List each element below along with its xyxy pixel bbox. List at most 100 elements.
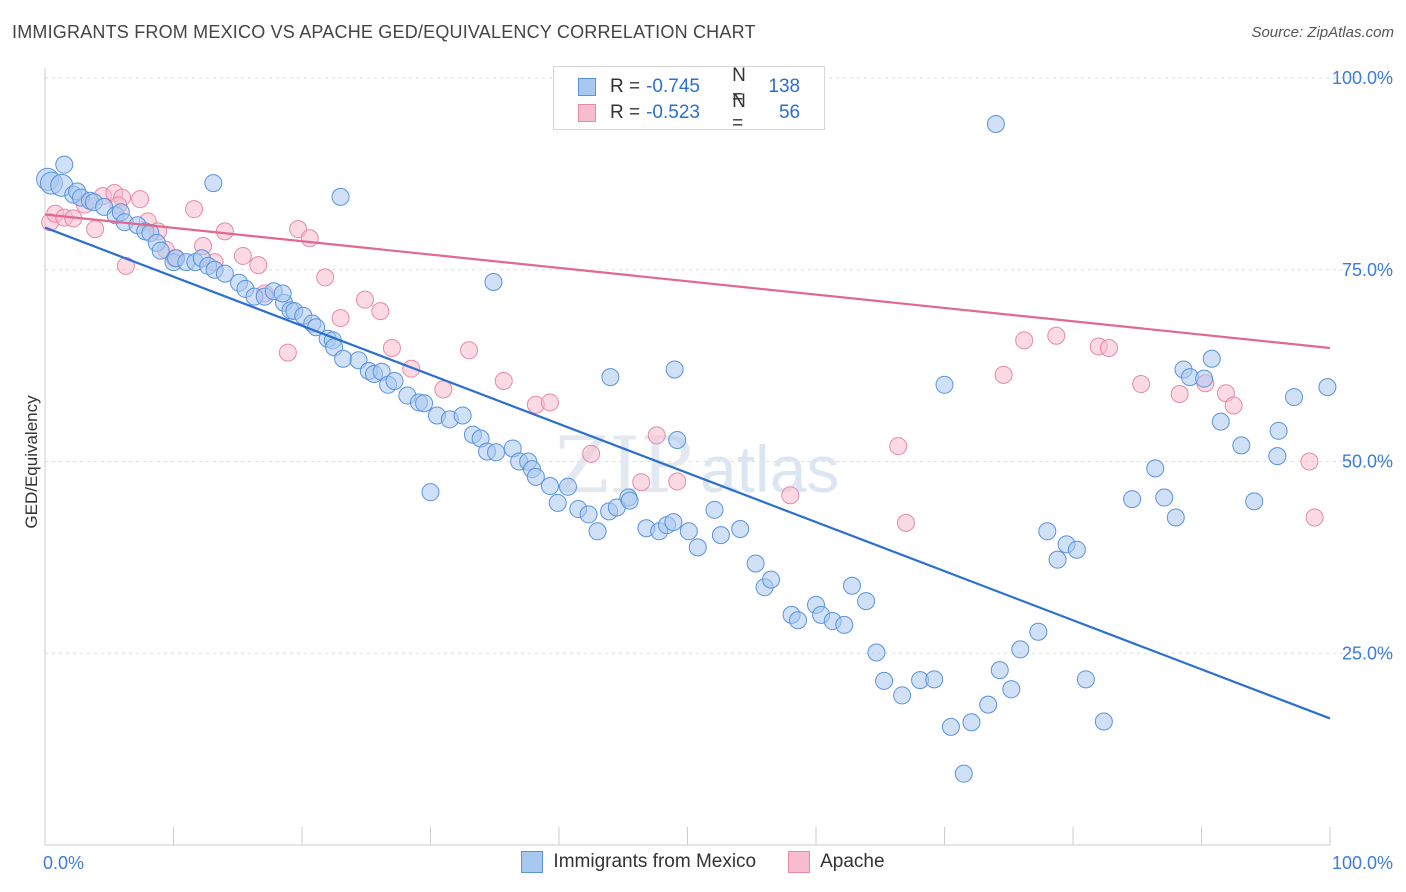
mexico-point <box>668 431 687 450</box>
n-label: N = <box>732 91 746 134</box>
mexico-point <box>1011 640 1030 659</box>
apache-point <box>215 222 234 241</box>
apache-point <box>541 393 560 412</box>
mexico-point <box>484 273 503 292</box>
stats-legend: R = -0.745 N = 138 R = -0.523 N = 56 <box>553 65 825 134</box>
mexico-point <box>925 670 944 689</box>
mexico-point <box>1029 622 1048 641</box>
mexico-point <box>541 477 560 496</box>
mexico-point <box>151 241 170 260</box>
r-value: -0.745 <box>646 76 700 97</box>
axes <box>44 68 1331 846</box>
mexico-point <box>1245 492 1264 511</box>
mexico-point <box>842 576 861 595</box>
stats-row-mexico: R = -0.745 N = 138 <box>578 65 801 108</box>
series-legend: Immigrants from Mexico Apache <box>0 851 1406 873</box>
apache-point <box>249 256 268 275</box>
mexico-point <box>935 375 954 394</box>
apache-point <box>402 359 421 378</box>
grid <box>45 77 1392 654</box>
mexico-point <box>1268 447 1287 466</box>
apache-point <box>896 513 915 532</box>
mexico-point <box>746 554 765 573</box>
mexico-points <box>36 115 1337 783</box>
apache-point <box>131 190 150 209</box>
mexico-point <box>487 443 506 462</box>
n-value: 56 <box>778 102 801 123</box>
mexico-point <box>875 671 894 690</box>
mexico-point <box>941 717 960 736</box>
n-label: N = <box>732 65 746 108</box>
mexico-point <box>55 155 74 174</box>
apache-point <box>582 444 601 463</box>
legend-label: Immigrants from Mexico <box>553 851 757 872</box>
mexico-point <box>979 695 998 714</box>
legend-item-apache[interactable]: Apache <box>788 851 885 873</box>
mexico-swatch <box>578 78 596 96</box>
apache-point <box>494 371 513 390</box>
x-tick-label: 100.0% <box>1332 853 1393 873</box>
mexico-point <box>1146 459 1165 478</box>
apache-point <box>1300 452 1319 471</box>
n-value: 138 <box>768 76 801 97</box>
r-value: -0.523 <box>646 102 700 123</box>
mexico-trend-line <box>44 226 1331 720</box>
mexico-point <box>334 349 353 368</box>
apache-point <box>668 472 687 491</box>
mexico-point <box>789 611 808 630</box>
r-label: R = <box>610 102 641 123</box>
mexico-point <box>679 522 698 541</box>
apache-point <box>632 473 651 492</box>
trend-lines <box>44 213 1331 720</box>
y-tick-label: 75.0% <box>1342 260 1393 280</box>
mexico-point <box>1166 508 1185 527</box>
r-label: R = <box>610 76 641 97</box>
apache-point <box>781 486 800 505</box>
mexico-point <box>731 519 750 538</box>
apache-point <box>86 220 105 239</box>
tick-labels: 25.0% 50.0% 75.0% 100.0% 0.0% 100.0% <box>43 68 1393 873</box>
mexico-point <box>954 764 973 783</box>
apache-point <box>300 229 319 248</box>
mexico-point <box>1094 712 1113 731</box>
apache-point <box>460 341 479 360</box>
mexico-point <box>1285 388 1304 407</box>
apache-swatch <box>578 104 596 122</box>
mexico-point <box>1076 670 1095 689</box>
mexico-point <box>893 686 912 705</box>
apache-point <box>434 380 453 399</box>
apache-point <box>331 309 350 328</box>
legend-item-mexico[interactable]: Immigrants from Mexico <box>521 851 756 873</box>
mexico-point <box>1202 349 1221 368</box>
mexico-point <box>331 187 350 206</box>
mexico-point <box>688 538 707 557</box>
mexico-point <box>665 360 684 379</box>
chart-title: IMMIGRANTS FROM MEXICO VS APACHE GED/EQU… <box>12 22 756 42</box>
apache-point <box>647 426 666 445</box>
mexico-point <box>1318 378 1337 397</box>
mexico-legend-swatch <box>521 851 544 873</box>
mexico-point <box>857 592 876 611</box>
mexico-point <box>385 371 404 390</box>
mexico-point <box>762 570 781 589</box>
apache-point <box>1047 326 1066 345</box>
mexico-point <box>1048 550 1067 569</box>
mexico-point <box>453 406 472 425</box>
y-tick-label: 50.0% <box>1342 452 1393 472</box>
apache-point <box>889 437 908 456</box>
mexico-point <box>1002 680 1021 699</box>
apache-point <box>278 343 297 362</box>
y-axis-label: GED/Equivalency <box>22 395 41 529</box>
apache-point <box>233 246 252 265</box>
apache-point <box>1015 331 1034 350</box>
mexico-point <box>1038 522 1057 541</box>
apache-point <box>1305 508 1324 527</box>
mexico-point <box>986 115 1005 134</box>
apache-legend-swatch <box>788 851 811 873</box>
apache-point <box>1170 385 1189 404</box>
apache-point <box>355 290 374 309</box>
apache-point <box>371 302 390 321</box>
mexico-point <box>601 368 620 387</box>
mexico-point <box>835 615 854 634</box>
